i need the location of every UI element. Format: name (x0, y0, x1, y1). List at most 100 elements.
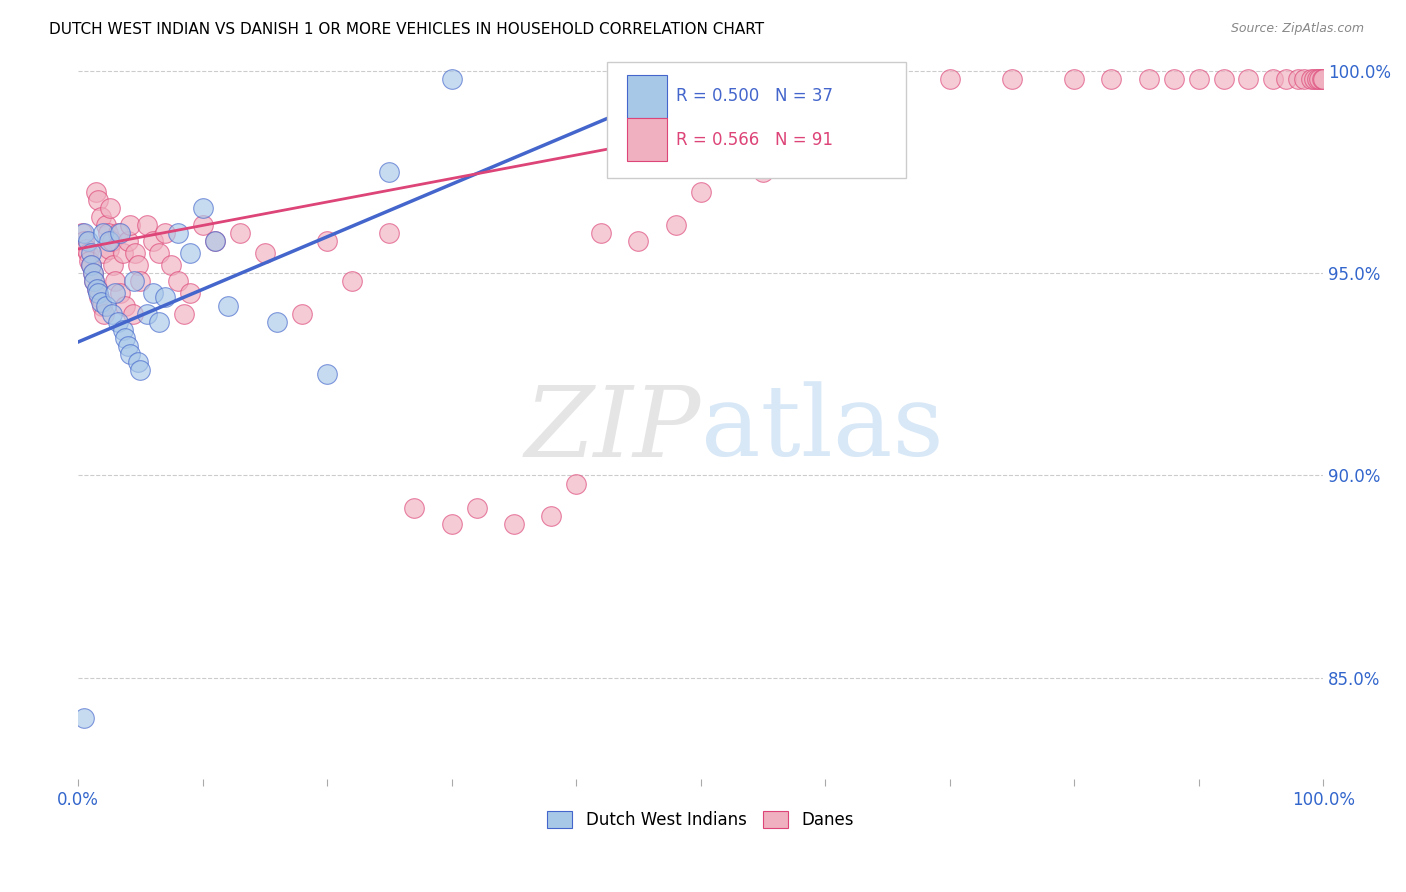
Point (84, 186, 107, 200)
Point (378, 165, 401, 179)
Point (114, 331, 136, 345)
Point (1303, 72, 1326, 87)
Point (120, 218, 142, 232)
Point (253, 246, 276, 260)
Point (83, 274, 105, 288)
Point (89, 210, 111, 224)
Point (229, 226, 252, 240)
Text: DUTCH WEST INDIAN VS DANISH 1 OR MORE VEHICLES IN HOUSEHOLD CORRELATION CHART: DUTCH WEST INDIAN VS DANISH 1 OR MORE VE… (49, 22, 765, 37)
Point (1101, 72, 1123, 87)
Text: ZIP: ZIP (524, 382, 700, 477)
Point (179, 286, 201, 301)
Point (179, 246, 201, 260)
Text: Source: ZipAtlas.com: Source: ZipAtlas.com (1230, 22, 1364, 36)
Point (100, 307, 122, 321)
Point (440, 72, 463, 87)
Point (122, 307, 145, 321)
Text: R = 0.566   N = 91: R = 0.566 N = 91 (676, 130, 832, 149)
Point (938, 72, 960, 87)
Point (404, 500, 426, 515)
Point (1212, 72, 1234, 87)
Point (316, 368, 339, 382)
Point (120, 347, 142, 361)
Point (117, 234, 139, 248)
Legend: Dutch West Indians, Danes: Dutch West Indians, Danes (541, 805, 860, 836)
Point (142, 286, 165, 301)
Point (540, 508, 562, 523)
Point (876, 72, 898, 87)
Point (73, 226, 96, 240)
Point (100, 234, 122, 248)
Point (155, 290, 177, 304)
Point (752, 165, 775, 179)
Point (87, 286, 110, 301)
Point (98, 234, 121, 248)
Point (689, 186, 711, 200)
Point (340, 274, 363, 288)
Point (127, 355, 149, 369)
Point (1299, 72, 1322, 87)
Point (86, 282, 108, 296)
Point (73, 711, 96, 725)
Point (148, 246, 170, 260)
Point (77, 246, 100, 260)
Point (117, 339, 139, 353)
Point (70, 226, 93, 240)
Point (1275, 72, 1298, 87)
Point (82, 266, 104, 280)
Point (1306, 72, 1329, 87)
Point (1294, 72, 1316, 87)
Point (73, 234, 96, 248)
Point (122, 274, 145, 288)
Point (1063, 72, 1085, 87)
Point (166, 274, 188, 288)
Point (160, 258, 183, 272)
Point (378, 226, 401, 240)
Point (173, 307, 195, 321)
Point (204, 234, 226, 248)
Point (82, 266, 104, 280)
Point (440, 516, 463, 531)
Point (94, 299, 117, 313)
Point (135, 218, 157, 232)
Point (1312, 72, 1334, 87)
Point (79, 246, 101, 260)
Point (110, 286, 132, 301)
Point (94, 218, 117, 232)
Text: atlas: atlas (700, 382, 943, 477)
Point (83, 274, 105, 288)
Point (91, 246, 114, 260)
Point (90, 299, 112, 313)
Point (465, 500, 488, 515)
Point (627, 234, 650, 248)
Point (291, 307, 314, 321)
Point (97, 226, 120, 240)
Point (814, 72, 837, 87)
Point (98, 242, 121, 256)
Point (93, 307, 115, 321)
Point (110, 226, 132, 240)
Point (124, 246, 146, 260)
Point (148, 315, 170, 329)
Point (89, 294, 111, 309)
Point (104, 274, 127, 288)
Point (665, 218, 688, 232)
Point (204, 234, 226, 248)
Point (155, 226, 177, 240)
Point (142, 234, 165, 248)
Point (1237, 72, 1260, 87)
Point (565, 476, 588, 491)
FancyBboxPatch shape (627, 75, 666, 118)
Point (75, 242, 97, 256)
Point (502, 516, 524, 531)
Point (191, 218, 214, 232)
Point (1001, 72, 1024, 87)
Point (217, 299, 239, 313)
Point (107, 315, 129, 329)
Point (266, 315, 288, 329)
Point (1188, 72, 1211, 87)
Point (1310, 72, 1333, 87)
Point (79, 258, 101, 272)
Point (191, 202, 214, 216)
Point (589, 226, 612, 240)
